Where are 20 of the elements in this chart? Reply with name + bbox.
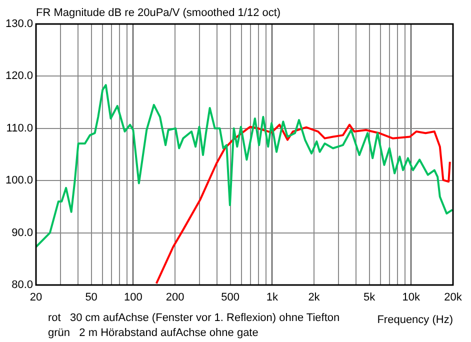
x-tick-label: 100 [124, 292, 142, 304]
x-axis-title: Frequency (Hz) [377, 314, 453, 326]
x-tick-label: 2k [308, 292, 320, 304]
text: rot 30 cm aufAchse (Fenster vor 1. Reflexion) ohne Tiefton [48, 312, 340, 324]
x-tick-label: 20k [444, 292, 462, 304]
x-tick-label: 20 [30, 292, 42, 304]
text: grün 2 m Hörabstand aufAchse ohne gate [48, 327, 258, 339]
y-tick-label: 120.0 [5, 70, 33, 82]
x-tick-label: 10k [402, 292, 421, 304]
x-tick-label: 5k [364, 292, 376, 304]
chart-title: FR Magnitude dB re 20uPa/V (smoothed 1/12 oct) [36, 7, 281, 19]
x-tick-label: 1k [266, 292, 278, 304]
x-tick-label: 50 [85, 292, 98, 304]
x-tick-label: 500 [221, 292, 240, 304]
x-tick-label: 200 [166, 292, 184, 304]
y-tick-label: 80.0 [12, 279, 33, 292]
y-tick-label: 90.0 [12, 226, 33, 239]
y-tick-label: 110.0 [6, 122, 33, 134]
y-tick-label: 130.0 [5, 18, 33, 30]
y-tick-label: 100.0 [5, 174, 33, 187]
